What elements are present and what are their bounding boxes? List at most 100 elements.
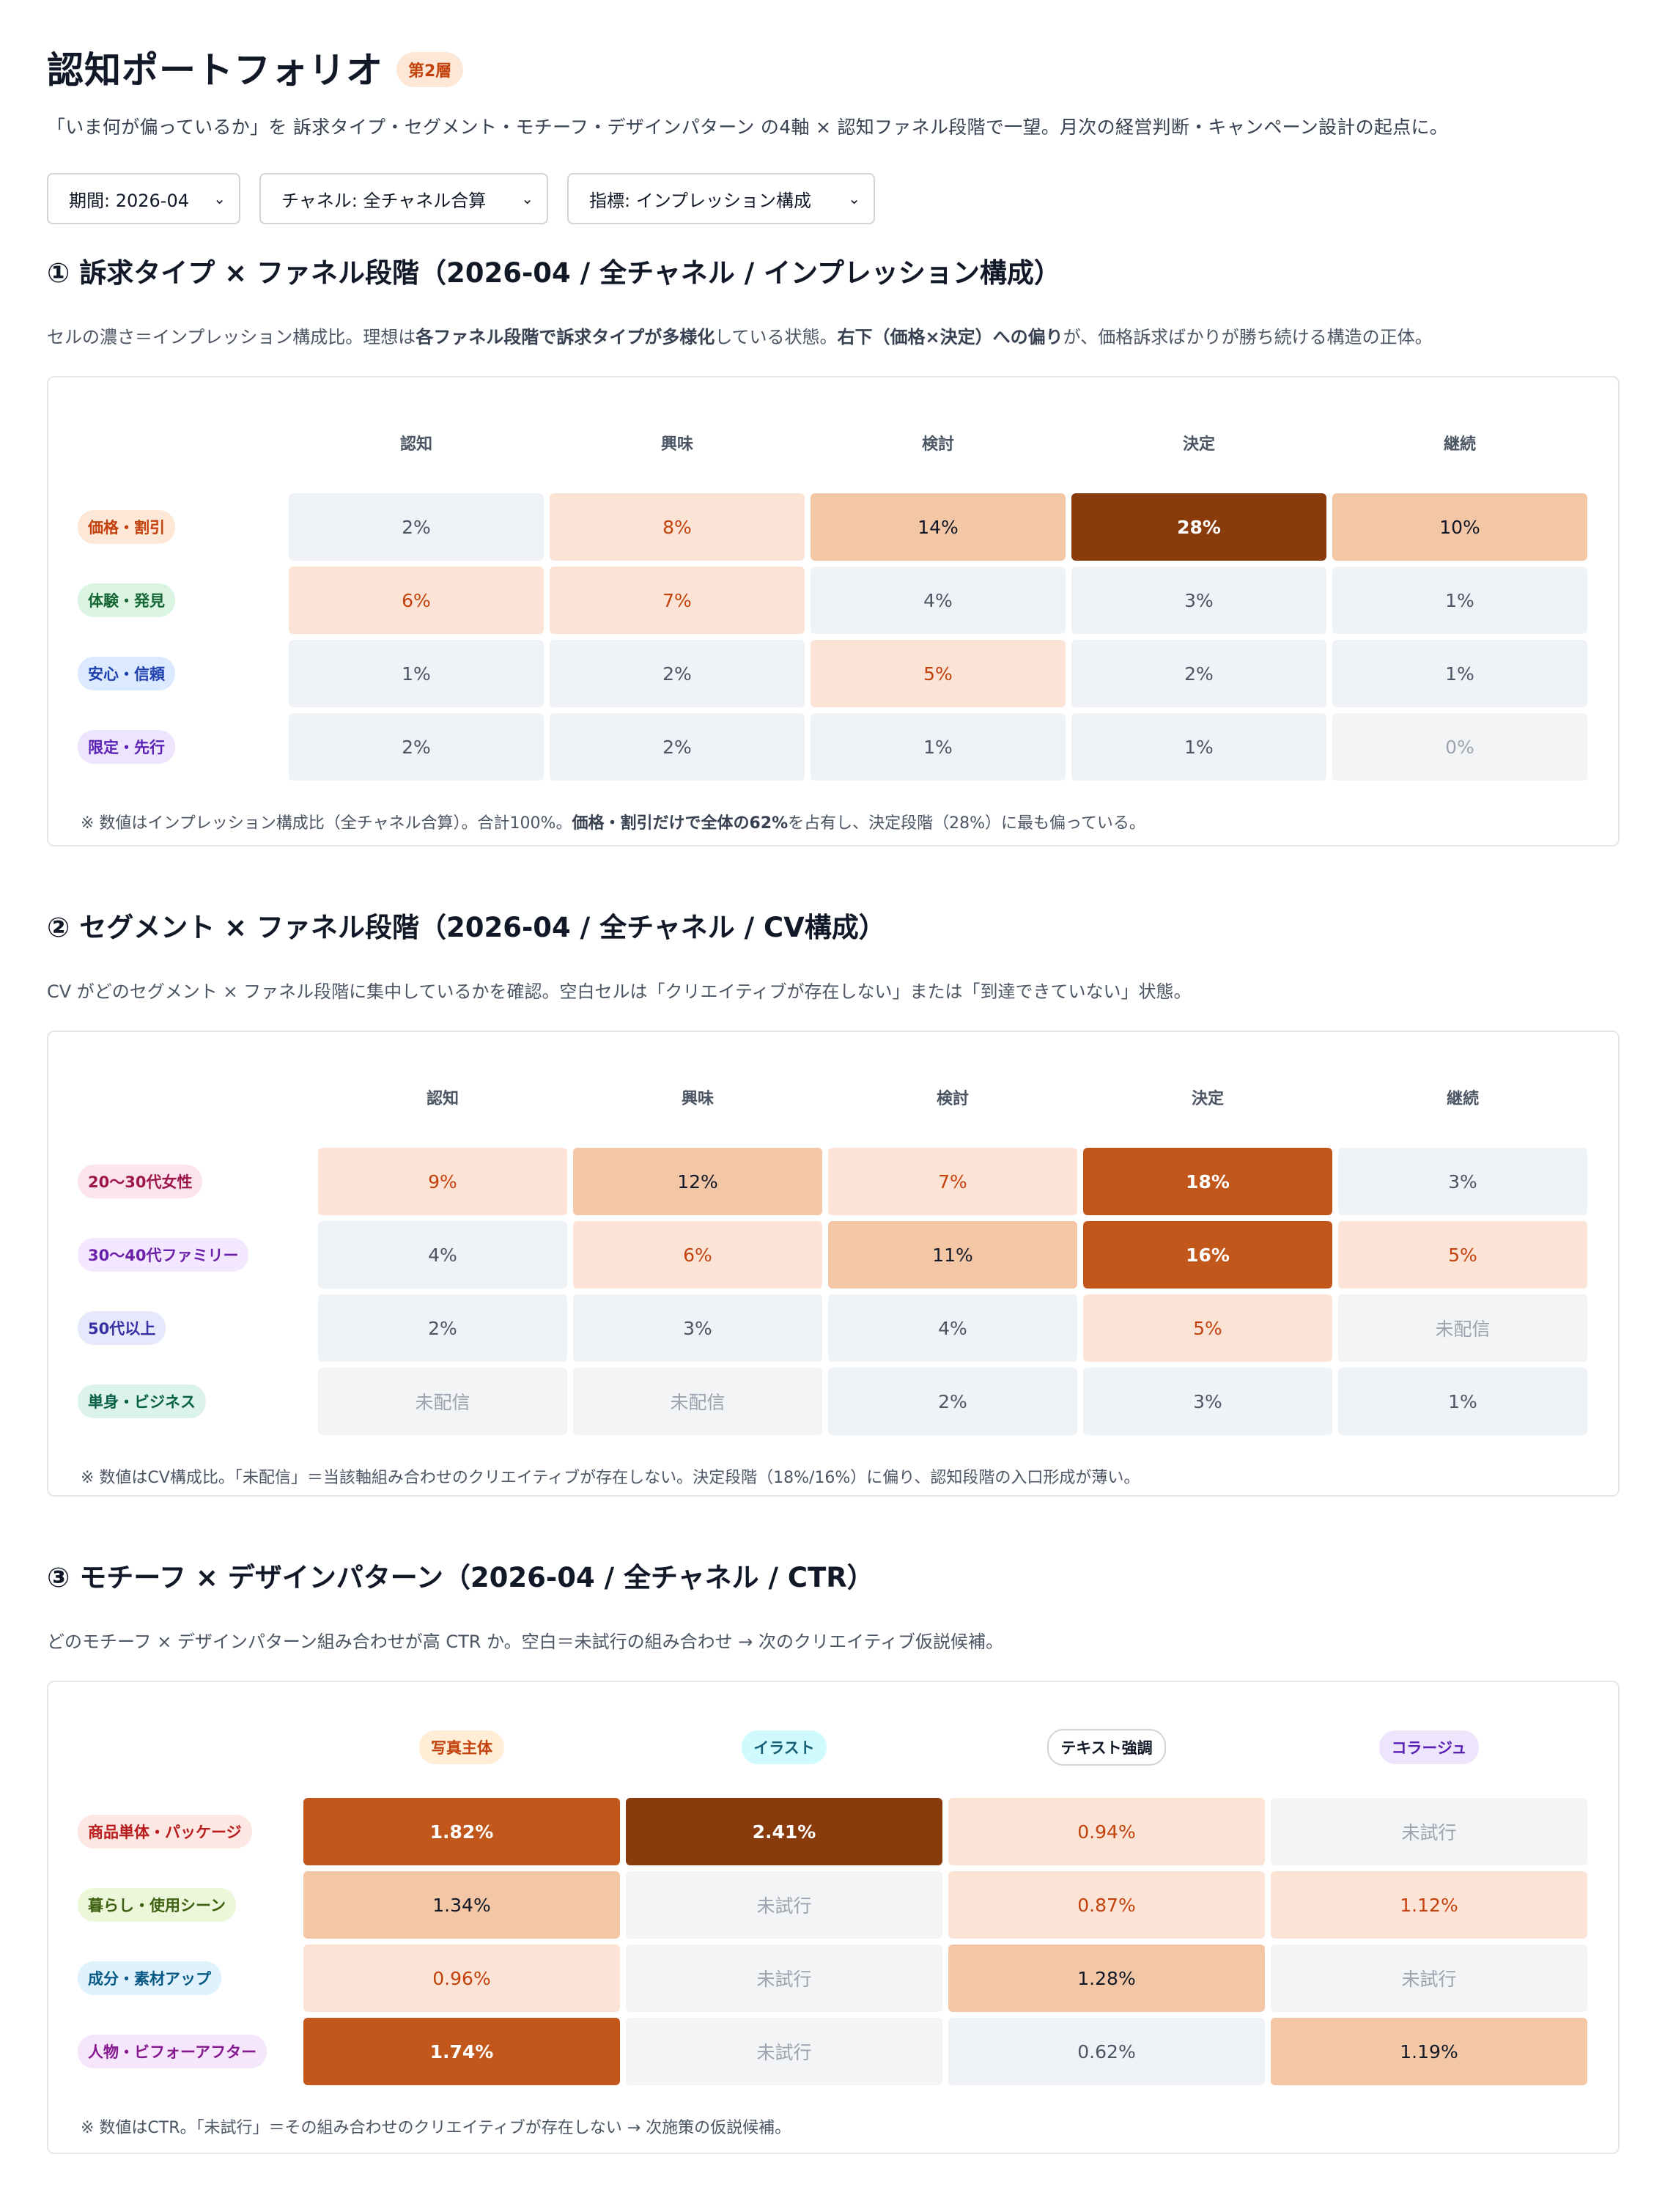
heatmap-cell[interactable]: 7%: [550, 567, 805, 634]
row-label: 人物・ビフォーアフター: [78, 2018, 298, 2085]
column-header: 検討: [921, 435, 954, 454]
heatmap-cell[interactable]: 1%: [1332, 640, 1587, 707]
corner-cell: [78, 423, 283, 462]
chevron-down-icon: ⌄: [213, 190, 226, 207]
channel-select[interactable]: チャネル: 全チャネル合算 ⌄: [259, 173, 548, 224]
heatmap-cell[interactable]: 4%: [318, 1221, 567, 1289]
heatmap-cell[interactable]: 1.19%: [1271, 2018, 1587, 2085]
heatmap-cell[interactable]: 1.34%: [303, 1871, 620, 1939]
row-label-pill: 価格・割引: [78, 510, 175, 544]
motif-design-heatmap: 写真主体 イラスト テキスト強調 コラージュ 商品単体・パッケージ 1.82% 2.41% 0…: [78, 1728, 1589, 2085]
section2-description: CV がどのセグメント × ファネル段階に集中しているかを確認。空白セルは「クリ…: [47, 981, 1192, 1002]
row-label: 商品単体・パッケージ: [78, 1798, 298, 1865]
heatmap-cell[interactable]: 7%: [828, 1148, 1077, 1215]
row-label: 価格・割引: [78, 493, 283, 561]
chevron-down-icon: ⌄: [848, 190, 860, 207]
heatmap-cell[interactable]: 5%: [811, 640, 1066, 707]
row-label-pill: 体験・発見: [78, 583, 175, 617]
heatmap-cell[interactable]: 11%: [828, 1221, 1077, 1289]
appeal-funnel-heatmap-panel: 認知 興味 検討 決定 継続 価格・割引 2% 8% 14% 28% 10% 体験・発見 6% 7% 4% 3…: [47, 376, 1620, 847]
heatmap-cell[interactable]: 未配信: [318, 1368, 567, 1435]
heatmap-cell[interactable]: 12%: [573, 1148, 822, 1215]
heatmap-cell[interactable]: 未配信: [1338, 1294, 1587, 1362]
heatmap-cell[interactable]: 2%: [550, 713, 805, 781]
heatmap-cell[interactable]: 8%: [550, 493, 805, 561]
design-pattern-pill: テキスト強調: [1047, 1729, 1166, 1766]
heatmap-cell[interactable]: 未試行: [626, 2018, 942, 2085]
heatmap-cell[interactable]: 0.94%: [948, 1798, 1265, 1865]
motif-pill: 成分・素材アップ: [78, 1961, 221, 1995]
row-label: 暮らし・使用シーン: [78, 1871, 298, 1939]
heatmap-cell[interactable]: 6%: [573, 1221, 822, 1289]
heatmap-cell[interactable]: 5%: [1083, 1294, 1332, 1362]
heatmap-cell[interactable]: 2%: [550, 640, 805, 707]
heatmap-cell[interactable]: 0.62%: [948, 2018, 1265, 2085]
heatmap-cell[interactable]: 3%: [1338, 1148, 1587, 1215]
heatmap-cell[interactable]: 9%: [318, 1148, 567, 1215]
heatmap-cell[interactable]: 未試行: [1271, 1944, 1587, 2012]
heatmap-cell[interactable]: 6%: [289, 567, 544, 634]
section1-note: ※ 数値はインプレッション構成比（全チャネル合算）。合計100%。価格・割引だけ…: [81, 814, 1145, 833]
heatmap-cell[interactable]: 5%: [1338, 1221, 1587, 1289]
heatmap-cell[interactable]: 未試行: [626, 1944, 942, 2012]
row-label-pill: 単身・ビジネス: [78, 1385, 206, 1418]
heatmap-cell[interactable]: 未試行: [1271, 1798, 1587, 1865]
heatmap-cell[interactable]: 2.41%: [626, 1798, 942, 1865]
heatmap-cell[interactable]: 28%: [1071, 493, 1326, 561]
title-row: 認知ポートフォリオ 第2層: [47, 41, 1618, 94]
heatmap-cell[interactable]: 1.74%: [303, 2018, 620, 2085]
segment-funnel-heatmap-panel: 認知 興味 検討 決定 継続 20〜30代女性 9% 12% 7% 18% 3% 30〜40代ファミリ…: [47, 1031, 1620, 1497]
heatmap-cell[interactable]: 18%: [1083, 1148, 1332, 1215]
heatmap-cell[interactable]: 0.87%: [948, 1871, 1265, 1939]
row-label-pill: 限定・先行: [78, 730, 175, 764]
row-label: 安心・信頼: [78, 640, 283, 707]
heatmap-cell[interactable]: 1%: [811, 713, 1066, 781]
column-header: 継続: [1446, 1090, 1479, 1108]
corner-cell: [78, 1077, 312, 1117]
heatmap-cell[interactable]: 0%: [1332, 713, 1587, 781]
heatmap-cell[interactable]: 16%: [1083, 1221, 1332, 1289]
heatmap-cell[interactable]: 2%: [828, 1368, 1077, 1435]
column-header: 検討: [936, 1090, 969, 1108]
heatmap-cell[interactable]: 2%: [289, 493, 544, 561]
column-header: 決定: [1191, 1090, 1224, 1108]
heatmap-cell[interactable]: 1%: [289, 640, 544, 707]
heatmap-cell[interactable]: 3%: [1083, 1368, 1332, 1435]
heatmap-cell[interactable]: 3%: [573, 1294, 822, 1362]
column-header: テキスト強調: [948, 1728, 1265, 1767]
column-header: 認知: [426, 1090, 459, 1108]
heatmap-cell[interactable]: 4%: [828, 1294, 1077, 1362]
metric-select[interactable]: 指標: インプレッション構成 ⌄: [567, 173, 875, 224]
heatmap-cell[interactable]: 3%: [1071, 567, 1326, 634]
column-header: 決定: [1182, 435, 1215, 454]
heatmap-cell[interactable]: 2%: [1071, 640, 1326, 707]
motif-design-heatmap-panel: 写真主体 イラスト テキスト強調 コラージュ 商品単体・パッケージ 1.82% 2.41% 0…: [47, 1681, 1620, 2154]
heatmap-cell[interactable]: 14%: [811, 493, 1066, 561]
tier-badge: 第2層: [396, 52, 464, 87]
heatmap-cell[interactable]: 1.12%: [1271, 1871, 1587, 1939]
heatmap-cell[interactable]: 4%: [811, 567, 1066, 634]
heatmap-cell[interactable]: 2%: [318, 1294, 567, 1362]
heatmap-cell[interactable]: 未配信: [573, 1368, 822, 1435]
heatmap-cell[interactable]: 10%: [1332, 493, 1587, 561]
section3-note: ※ 数値はCTR。「未試行」＝その組み合わせのクリエイティブが存在しない → 次…: [81, 2119, 791, 2137]
heatmap-cell[interactable]: 1%: [1332, 567, 1587, 634]
heatmap-cell[interactable]: 1.82%: [303, 1798, 620, 1865]
section2-title: ② セグメント × ファネル段階（2026-04 / 全チャネル / CV構成）: [47, 912, 886, 943]
heatmap-cell[interactable]: 1%: [1338, 1368, 1587, 1435]
period-select[interactable]: 期間: 2026-04 ⌄: [47, 173, 240, 224]
row-label-pill: 50代以上: [78, 1311, 166, 1345]
row-label: 限定・先行: [78, 713, 283, 781]
heatmap-cell[interactable]: 未試行: [626, 1871, 942, 1939]
heatmap-cell[interactable]: 2%: [289, 713, 544, 781]
section1-title: ① 訴求タイプ × ファネル段階（2026-04 / 全チャネル / インプレッ…: [47, 257, 1061, 289]
page-subtitle: 「いま何が偏っているか」を 訴求タイプ・セグメント・モチーフ・デザインパターン …: [47, 117, 1449, 138]
row-label-pill: 安心・信頼: [78, 657, 175, 690]
row-label-pill: 30〜40代ファミリー: [78, 1238, 249, 1272]
metric-select-value: 指標: インプレッション構成: [589, 190, 811, 211]
design-pattern-pill: 写真主体: [419, 1730, 504, 1764]
column-header: 継続: [1443, 435, 1476, 454]
heatmap-cell[interactable]: 1%: [1071, 713, 1326, 781]
heatmap-cell[interactable]: 1.28%: [948, 1944, 1265, 2012]
heatmap-cell[interactable]: 0.96%: [303, 1944, 620, 2012]
